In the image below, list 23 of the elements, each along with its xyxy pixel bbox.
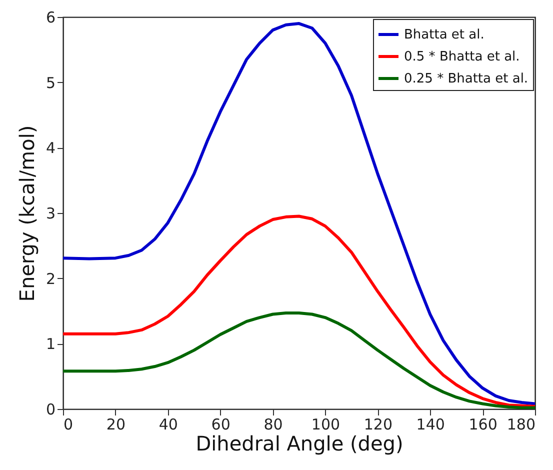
- y-tick-label: 0: [46, 400, 56, 418]
- y-tick-label: 6: [46, 8, 56, 26]
- legend-label: 0.5 * Bhatta et al.: [404, 50, 520, 64]
- line-series: [63, 22, 535, 406]
- y-tick-label: 1: [46, 335, 56, 354]
- x-tick-label: 40: [158, 416, 178, 434]
- legend-label: Bhatta et al.: [404, 28, 484, 42]
- x-tick-label: 60: [211, 416, 230, 434]
- x-tick-label: 20: [106, 416, 126, 434]
- x-axis-title: Dihedral Angle (deg): [196, 432, 404, 456]
- x-tick-label: 80: [264, 416, 283, 434]
- y-axis-title: Energy (kcal/mol): [14, 125, 39, 302]
- legend-label: 0.25 * Bhatta et al.: [404, 72, 528, 86]
- y-tick-label: 5: [46, 74, 56, 92]
- x-tick-label: 100: [311, 416, 340, 434]
- x-tick-label: 0: [64, 416, 74, 434]
- x-tick-label: 180: [506, 416, 536, 434]
- y-tick-label: 4: [46, 139, 56, 158]
- x-tick-label: 160: [468, 416, 498, 434]
- y-tick-label: 3: [46, 204, 56, 222]
- y-tick-label: 2: [46, 270, 56, 288]
- x-tick-label: 120: [364, 416, 392, 434]
- x-tick-label: 140: [416, 416, 445, 434]
